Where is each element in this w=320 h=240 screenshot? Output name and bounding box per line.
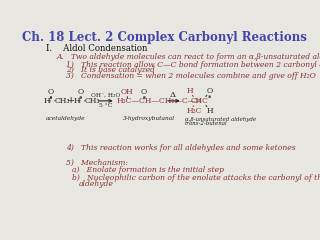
Text: Δ: Δ	[170, 91, 176, 99]
Text: C=C: C=C	[191, 97, 209, 105]
Text: O: O	[206, 87, 212, 95]
Text: aldehyde: aldehyde	[79, 180, 114, 188]
Text: O: O	[141, 88, 147, 96]
Text: A.   Two aldehyde molecules can react to form an α,β-unsaturated aldehyde produc: A. Two aldehyde molecules can react to f…	[56, 54, 320, 61]
Text: H: H	[73, 97, 80, 105]
Text: 5)   Mechanism:: 5) Mechanism:	[66, 159, 128, 167]
Text: +: +	[67, 96, 75, 105]
Text: 3)   Condensation = when 2 molecules combine and give off H₂O: 3) Condensation = when 2 molecules combi…	[66, 72, 316, 80]
Text: 3-hydroxybutanal: 3-hydroxybutanal	[123, 116, 175, 121]
Text: OH: OH	[121, 88, 134, 96]
Text: trans-2-butenal: trans-2-butenal	[185, 121, 228, 126]
Text: I.    Aldol Condensation: I. Aldol Condensation	[46, 44, 148, 53]
Text: 1)   This reaction allow C—C bond formation between 2 carbonyl compounds: 1) This reaction allow C—C bond formatio…	[66, 61, 320, 69]
Text: b)   Nucleophilic carbon of the enolate attacks the carbonyl of the second: b) Nucleophilic carbon of the enolate at…	[72, 174, 320, 182]
Text: 5 °C: 5 °C	[99, 103, 112, 108]
Text: CH₃: CH₃	[84, 97, 100, 105]
Text: a)   Enolate formation is the initial step: a) Enolate formation is the initial step	[72, 166, 224, 174]
Text: CH₃: CH₃	[55, 97, 70, 105]
Text: α,β-unsaturated aldehyde: α,β-unsaturated aldehyde	[185, 117, 256, 122]
Text: Ch. 18 Lect. 2 Complex Carbonyl Reactions: Ch. 18 Lect. 2 Complex Carbonyl Reaction…	[21, 31, 307, 44]
Text: H₃C—CH—CH₂—C—H: H₃C—CH—CH₂—C—H	[117, 97, 203, 105]
Text: H: H	[207, 107, 214, 115]
Text: O: O	[48, 88, 54, 96]
Text: O: O	[77, 88, 84, 96]
Text: H: H	[187, 87, 193, 95]
Text: 4)   This reaction works for all aldehydes and some ketones: 4) This reaction works for all aldehydes…	[66, 144, 296, 152]
Text: acetaldehyde: acetaldehyde	[46, 116, 86, 121]
Text: 2)   It is base catalyzed: 2) It is base catalyzed	[66, 66, 155, 74]
Text: H₃C: H₃C	[186, 107, 202, 115]
Text: H: H	[44, 97, 50, 105]
Text: OH⁻, H₂O: OH⁻, H₂O	[91, 92, 120, 97]
